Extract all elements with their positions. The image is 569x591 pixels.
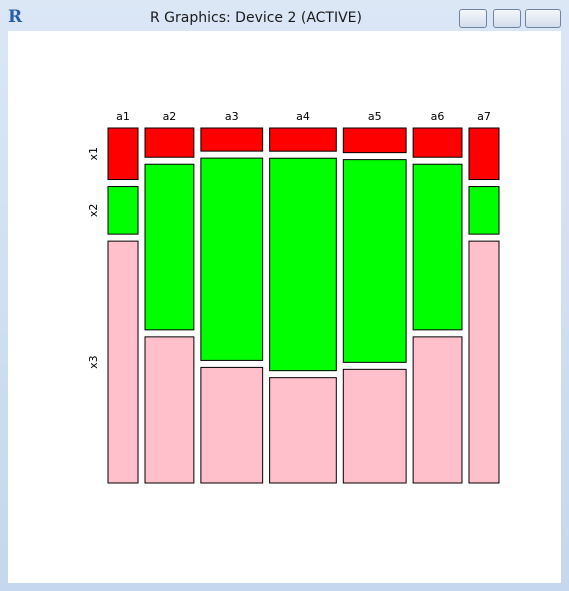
maximize-button[interactable] — [493, 9, 521, 28]
column-label: a7 — [477, 110, 491, 123]
column-label: a1 — [116, 110, 130, 123]
mosaic-cell — [107, 186, 139, 235]
column-label: a3 — [225, 110, 239, 123]
mosaic-cell — [107, 127, 139, 181]
column-label: a5 — [368, 110, 382, 123]
mosaic-cell — [468, 127, 500, 181]
mosaic-cell — [144, 163, 195, 331]
mosaic-cell — [412, 336, 463, 484]
mosaic-cell — [107, 240, 139, 484]
window-title: R Graphics: Device 2 (ACTIVE) — [150, 10, 362, 26]
mosaic-cell — [200, 127, 264, 152]
close-button[interactable] — [525, 9, 561, 28]
mosaic-cell — [412, 163, 463, 331]
mosaic-cell — [342, 127, 407, 154]
r-icon: R — [8, 7, 23, 27]
mosaic-cell — [269, 377, 337, 484]
mosaic-cell — [269, 127, 337, 152]
column-label: a6 — [431, 110, 445, 123]
row-label: x2 — [87, 204, 100, 218]
row-label: x1 — [87, 147, 100, 161]
mosaic-cell — [144, 127, 195, 158]
title-bar: R R Graphics: Device 2 (ACTIVE) — [0, 0, 569, 31]
row-label: x3 — [87, 355, 100, 369]
column-label: a2 — [163, 110, 177, 123]
mosaic-cell — [468, 240, 500, 484]
mosaic-cell — [468, 186, 500, 235]
mosaic-cell — [412, 127, 463, 158]
mosaic-cell — [342, 368, 407, 484]
mosaic-cell — [200, 157, 264, 361]
minimize-button[interactable] — [459, 9, 487, 28]
mosaic-cell — [144, 336, 195, 484]
mosaic-cell — [342, 159, 407, 363]
mosaic-cell — [269, 157, 337, 372]
mosaic-cell — [200, 366, 264, 484]
column-label: a4 — [296, 110, 310, 123]
